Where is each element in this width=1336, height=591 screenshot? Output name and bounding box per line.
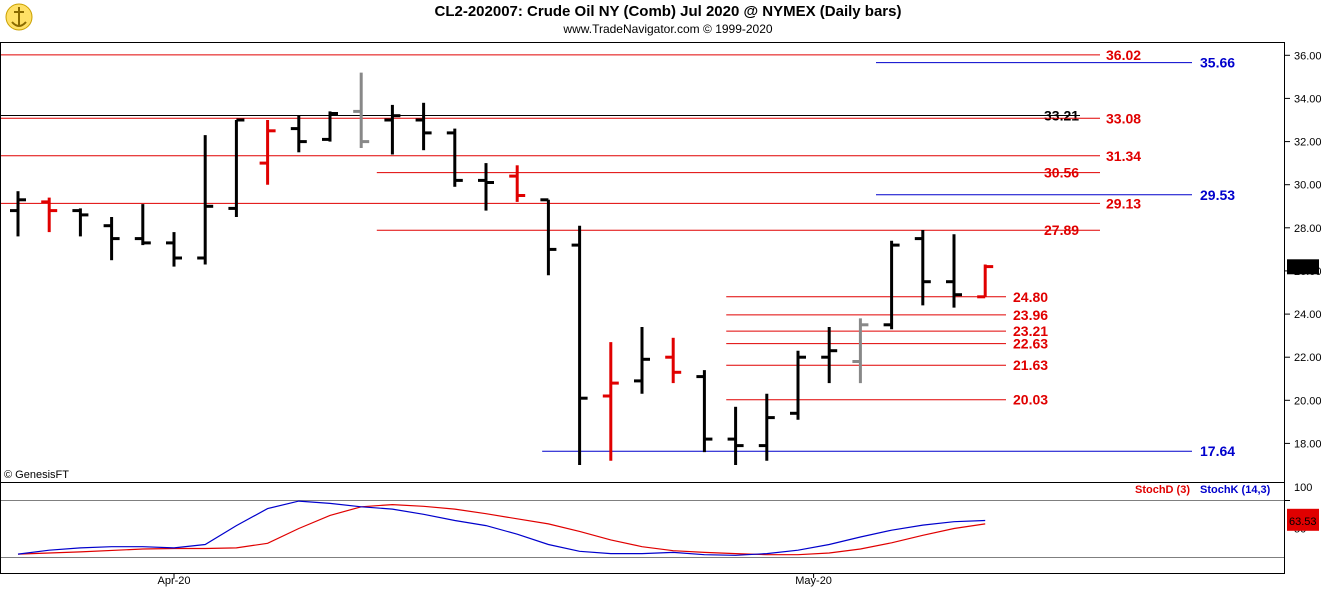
ohlc-bar — [883, 240, 900, 330]
ohlc-bar — [852, 318, 869, 384]
level-label-17.64: 17.64 — [1200, 443, 1235, 459]
x-tick-label: Apr-20 — [157, 575, 190, 587]
level-label-22.63: 22.63 — [1013, 336, 1048, 352]
ohlc-bar — [197, 135, 214, 265]
level-label-23.96: 23.96 — [1013, 307, 1048, 323]
genesis-credit: © GenesisFT — [4, 469, 69, 481]
legend-stochk: StochK (14,3) — [1200, 484, 1271, 496]
level-label-20.03: 20.03 — [1013, 392, 1048, 408]
ohlc-bar — [665, 337, 682, 384]
ohlc-bar — [41, 197, 58, 233]
ohlc-bar — [478, 163, 494, 211]
ohlc-bar — [290, 115, 307, 153]
tradenavigator-logo — [5, 3, 33, 31]
level-label-33.21: 33.21 — [1044, 108, 1079, 124]
ohlc-bar — [914, 230, 931, 306]
level-label-29.13: 29.13 — [1106, 195, 1141, 211]
level-label-29.53: 29.53 — [1200, 187, 1235, 203]
ohlc-bar — [415, 102, 432, 151]
chart-title: CL2-202007: Crude Oil NY (Comb) Jul 2020… — [434, 3, 902, 20]
ohlc-bar — [166, 232, 182, 267]
chart-subtitle: www.TradeNavigator.com © 1999-2020 — [563, 22, 773, 36]
ohlc-bar — [821, 327, 838, 384]
chart-header: CL2-202007: Crude Oil NY (Comb) Jul 2020… — [0, 0, 1336, 40]
ohlc-bar — [259, 120, 276, 185]
price-tick-label: 30.00 — [1294, 180, 1322, 192]
ohlc-bar — [228, 118, 245, 217]
price-tick-label: 18.00 — [1294, 438, 1322, 450]
stoch-last-box — [1287, 508, 1319, 531]
ohlc-bar — [758, 393, 775, 461]
ohlc-bar — [103, 217, 120, 261]
price-tick-label: 28.00 — [1294, 223, 1322, 235]
ohlc-bar — [322, 111, 338, 142]
level-label-36.02: 36.02 — [1106, 47, 1141, 63]
stoch-panel-frame — [0, 482, 1285, 574]
level-label-30.56: 30.56 — [1044, 165, 1079, 181]
ohlc-bar — [634, 327, 650, 394]
price-tick-label: 36.00 — [1294, 50, 1322, 62]
price-tick-label: 20.00 — [1294, 395, 1322, 407]
ohlc-bar — [72, 208, 89, 237]
ohlc-bar — [696, 370, 713, 453]
level-label-35.66: 35.66 — [1200, 55, 1235, 71]
legend-stochd: StochD (3) — [1135, 484, 1190, 496]
price-tick-label: 34.00 — [1294, 93, 1322, 105]
ohlc-bar — [946, 234, 962, 308]
ohlc-bar — [602, 342, 619, 461]
ohlc-bar — [353, 72, 370, 148]
ohlc-bar — [571, 225, 588, 465]
level-label-31.34: 31.34 — [1106, 148, 1141, 164]
level-label-33.08: 33.08 — [1106, 110, 1141, 126]
stoch-last-label: 63.53 — [1289, 516, 1317, 528]
ohlc-bar — [977, 264, 994, 299]
last-price-label: 26.17 — [1289, 262, 1317, 274]
level-label-27.89: 27.89 — [1044, 222, 1079, 238]
ohlc-bar — [384, 104, 401, 155]
ohlc-bar — [790, 350, 806, 420]
x-tick-label: May-20 — [795, 575, 832, 587]
level-label-23.21: 23.21 — [1013, 323, 1048, 339]
stochd-line — [17, 503, 986, 556]
price-panel-frame — [0, 42, 1285, 483]
price-tick-label: 22.00 — [1294, 352, 1322, 364]
ohlc-bar — [509, 165, 526, 202]
last-price-box — [1287, 259, 1319, 275]
price-tick-label: 32.00 — [1294, 137, 1322, 149]
ohlc-bar — [134, 204, 151, 246]
ohlc-bar — [10, 191, 26, 237]
level-label-21.63: 21.63 — [1013, 357, 1048, 373]
stoch-tick-label: 100 — [1294, 482, 1312, 494]
ohlc-bar — [727, 406, 744, 465]
ohlc-bar — [540, 198, 557, 276]
ohlc-bar — [446, 128, 463, 187]
level-label-24.80: 24.80 — [1013, 289, 1048, 305]
stochk-line — [17, 500, 986, 556]
price-tick-label: 24.00 — [1294, 309, 1322, 321]
